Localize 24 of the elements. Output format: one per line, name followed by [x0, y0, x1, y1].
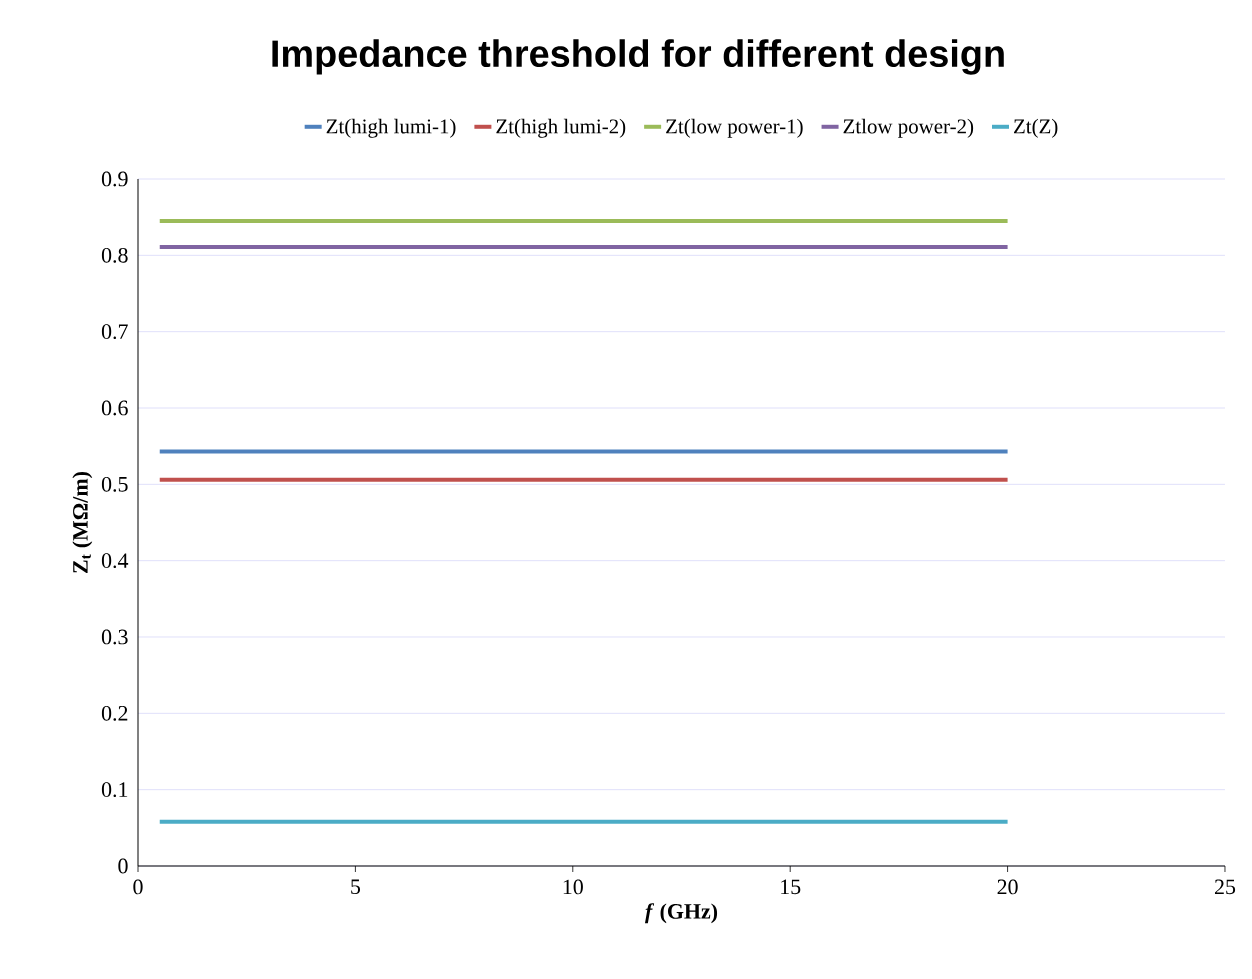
legend-label: Zt(low power-1) — [666, 118, 803, 138]
y-tick-label: 0.5 — [101, 476, 128, 492]
x-tick-label: 25 — [1214, 879, 1236, 895]
y-tick-label: 0.2 — [101, 705, 128, 721]
y-tick-label: 0 — [118, 858, 128, 874]
legend-label: Zt(high lumi-1) — [326, 118, 456, 138]
legend-label: Ztlow power-2) — [843, 118, 974, 138]
y-tick-label: 0.7 — [101, 324, 128, 340]
y-tick-label: 0.3 — [101, 629, 128, 645]
chart-title: Impedance threshold for different design — [272, 39, 1004, 75]
x-tick-label: 5 — [351, 879, 361, 895]
x-tick-label: 0 — [133, 879, 143, 895]
x-tick-label: 10 — [563, 879, 583, 895]
y-tick-label: 0.4 — [101, 553, 129, 569]
x-tick-label: 20 — [997, 879, 1018, 895]
y-axis-title: Z$_{t}$ (MΩ/m) — [72, 472, 93, 573]
legend-label: Zt(Z) — [1014, 118, 1058, 138]
y-tick-label: 0.9 — [101, 171, 128, 187]
legend-label: Zt(high lumi-2) — [496, 118, 626, 138]
x-tick-label: 15 — [781, 879, 801, 895]
y-tick-label: 0.8 — [101, 247, 128, 263]
x-axis-title: f (GHz) — [644, 903, 718, 924]
y-tick-label: 0.6 — [101, 400, 128, 416]
y-tick-label: 0.1 — [101, 782, 128, 798]
